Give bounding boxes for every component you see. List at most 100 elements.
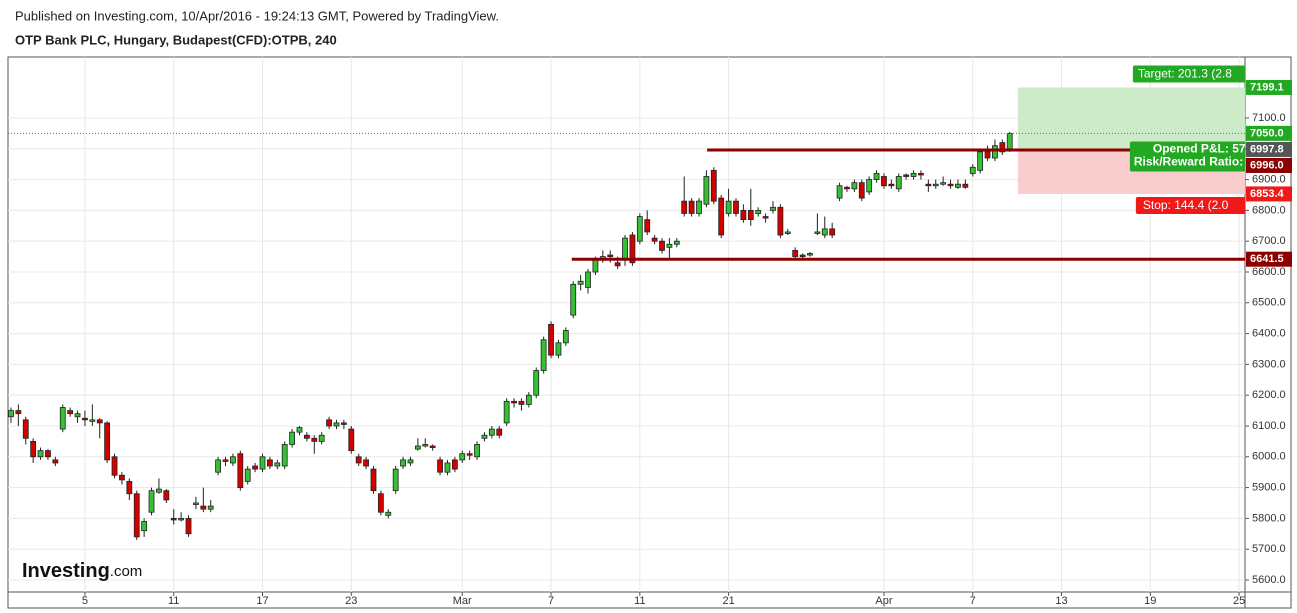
target-label: Target: 201.3 (2.8 bbox=[1138, 67, 1232, 81]
target-label-box bbox=[1132, 65, 1245, 83]
candle-body bbox=[451, 459, 458, 470]
candle-body bbox=[807, 253, 813, 256]
candle-body bbox=[466, 453, 473, 456]
candle-body bbox=[984, 151, 991, 159]
candle-body bbox=[89, 419, 96, 422]
x-tick-label: 19 bbox=[1144, 595, 1156, 607]
candle-body bbox=[755, 209, 762, 214]
candle-body bbox=[814, 231, 821, 234]
candle-body bbox=[289, 431, 295, 445]
candle-body bbox=[185, 517, 192, 535]
logo-suffix: .com bbox=[110, 563, 143, 580]
candle-body bbox=[370, 468, 377, 492]
candle-body bbox=[688, 200, 695, 214]
y-tick-label: 5900.0 bbox=[1252, 481, 1286, 493]
candle-body bbox=[193, 502, 199, 505]
published-line: Published on Investing.com, 10/Apr/2016 … bbox=[15, 8, 499, 23]
x-tick-label: 7 bbox=[970, 595, 976, 607]
y-tick-label: 5800.0 bbox=[1252, 512, 1286, 524]
x-tick-label: 11 bbox=[168, 595, 179, 607]
x-tick-label: 13 bbox=[1055, 595, 1067, 607]
candle-body bbox=[770, 206, 776, 211]
chart-title: OTP Bank PLC, Hungary, Budapest(CFD):OTP… bbox=[15, 32, 337, 47]
candle-body bbox=[126, 481, 133, 495]
candle-body bbox=[437, 459, 443, 473]
candle-body bbox=[992, 145, 998, 159]
candle-body bbox=[644, 219, 651, 233]
candle-body bbox=[866, 179, 873, 193]
candle-body bbox=[895, 176, 902, 190]
candle-body bbox=[607, 254, 614, 257]
candle-body bbox=[659, 240, 665, 251]
price-tag bbox=[1246, 157, 1292, 173]
candle-body bbox=[614, 262, 621, 267]
candle-body bbox=[622, 237, 628, 261]
price-tag bbox=[1246, 141, 1292, 157]
candle-body bbox=[903, 174, 910, 177]
stop-label-box bbox=[1135, 196, 1245, 214]
candle-body bbox=[703, 176, 710, 205]
candle-body bbox=[296, 427, 303, 433]
logo: Investing.com bbox=[22, 560, 142, 582]
x-tick-label: 7 bbox=[548, 595, 554, 607]
candle-body bbox=[962, 183, 969, 188]
candle-body bbox=[156, 488, 162, 493]
y-tick-label: 6000.0 bbox=[1252, 451, 1286, 463]
target-zone bbox=[1017, 87, 1245, 150]
price-tag-label: 7199.1 bbox=[1250, 81, 1284, 93]
candle-body bbox=[119, 474, 125, 481]
candle-body bbox=[673, 240, 680, 245]
y-tick-label: 6700.0 bbox=[1252, 235, 1286, 247]
candle-body bbox=[459, 453, 466, 461]
candle-body bbox=[792, 250, 799, 257]
candle-body bbox=[977, 151, 984, 171]
candle-body bbox=[52, 459, 59, 464]
candle-body bbox=[348, 428, 355, 452]
candle-body bbox=[629, 234, 636, 264]
candle-body bbox=[67, 410, 74, 415]
candle-body bbox=[881, 176, 887, 187]
y-tick-label: 6600.0 bbox=[1252, 266, 1286, 278]
candle-body bbox=[548, 323, 554, 356]
candle-body bbox=[207, 505, 214, 510]
price-tag-label: 6997.8 bbox=[1250, 143, 1284, 155]
plot-area: Target: 201.3 (2.8 Opened P&L: 57Risk/Rew… bbox=[8, 65, 1245, 540]
y-tick-label: 6400.0 bbox=[1252, 327, 1286, 339]
candle-body bbox=[888, 183, 895, 187]
candle-body bbox=[82, 417, 88, 421]
x-tick-label: 17 bbox=[256, 595, 268, 607]
price-tag-label: 6996.0 bbox=[1250, 159, 1284, 171]
y-tick-label: 6800.0 bbox=[1252, 204, 1286, 216]
candle-body bbox=[851, 182, 858, 190]
logo-name: Investing bbox=[22, 560, 110, 582]
candle-body bbox=[274, 462, 281, 467]
x-tick-label: 23 bbox=[345, 595, 357, 607]
ratio-label: Risk/Reward Ratio: bbox=[1134, 155, 1243, 169]
candle-body bbox=[163, 490, 170, 501]
axes: 5600.0 5700.0 5800.0 5900.0 6000.0 6100.0 6200… bbox=[82, 79, 1292, 607]
price-tag-label: 7050.0 bbox=[1250, 127, 1284, 139]
candle-body bbox=[651, 237, 658, 242]
y-tick-label: 6300.0 bbox=[1252, 358, 1286, 370]
candle-body bbox=[444, 462, 451, 473]
x-tick-label: Mar bbox=[453, 595, 472, 607]
candle-body bbox=[858, 182, 865, 199]
candle-body bbox=[784, 231, 791, 234]
x-tick-label: 25 bbox=[1233, 595, 1245, 607]
candle-body bbox=[488, 428, 495, 436]
candle-body bbox=[215, 459, 222, 473]
candle-body bbox=[747, 209, 754, 221]
price-tag bbox=[1246, 251, 1292, 267]
candle-body bbox=[562, 330, 569, 344]
candle-body bbox=[400, 459, 406, 467]
y-tick-label: 7100.0 bbox=[1252, 112, 1286, 124]
y-tick-label: 6900.0 bbox=[1252, 173, 1286, 185]
price-tag bbox=[1246, 186, 1292, 202]
candle-body bbox=[200, 505, 207, 510]
candle-body bbox=[363, 459, 369, 467]
pnl-box bbox=[1129, 141, 1245, 172]
candle-body bbox=[429, 445, 436, 448]
candle-body bbox=[74, 413, 81, 418]
chart-frame bbox=[7, 56, 1292, 609]
x-tick-label: 11 bbox=[634, 595, 645, 607]
